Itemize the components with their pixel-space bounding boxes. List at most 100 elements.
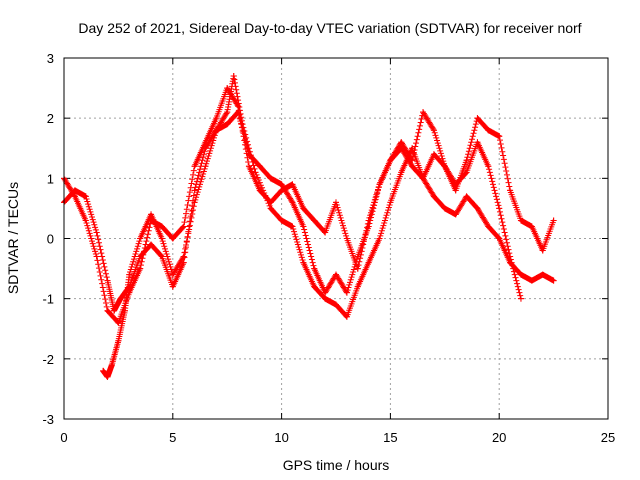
data-point [278,181,285,188]
data-point [213,115,220,122]
data-point [485,223,492,230]
data-point [169,271,176,278]
data-point [507,259,514,266]
data-point [507,187,514,194]
data-point [180,223,187,230]
data-point [137,265,144,272]
y-tick-label: 2 [47,111,54,126]
data-point [104,373,111,380]
data-point [235,103,242,110]
data-point [300,223,307,230]
data-point [528,277,535,284]
data-point [224,109,231,116]
data-point [311,217,318,224]
x-tick-label: 5 [169,430,176,445]
data-point [191,199,198,206]
y-tick-label: -3 [42,412,54,427]
data-point [539,271,546,278]
y-tick-label: 3 [47,51,54,66]
x-axis-label: GPS time / hours [283,457,390,473]
series-satellite-track-2 [61,85,557,326]
data-point [311,283,318,290]
data-point [158,235,165,242]
data-point [169,283,176,290]
data-point [100,367,107,374]
data-point [158,223,165,230]
data-point [278,187,285,194]
data-point [202,139,209,146]
data-point [365,259,372,266]
data-point [474,115,481,122]
data-point [430,127,437,134]
data-point [387,199,394,206]
data-point [452,187,459,194]
data-point [496,235,503,242]
data-point [213,127,220,134]
data-point [398,169,405,176]
y-tick-label: 0 [47,232,54,247]
x-tick-label: 0 [60,430,67,445]
data-point [82,193,89,200]
data-point [256,163,263,170]
data-point [115,337,122,344]
data-point [430,193,437,200]
data-point [267,175,274,182]
data-point [322,229,329,236]
data-point [343,313,350,320]
data-point [239,121,246,128]
data-point [289,223,296,230]
y-tick-label: -1 [42,292,54,307]
data-point [148,241,155,248]
data-point [496,133,503,140]
data-point [539,247,546,254]
grid-layer [64,58,608,419]
data-point [441,205,448,212]
y-tick-label: 1 [47,171,54,186]
ticks-layer: 0 5 10 15 20 25 -3 -2 -1 0 1 2 3 [42,51,615,445]
data-point [387,157,394,164]
data-point [376,235,383,242]
data-point [230,73,237,80]
data-point [169,235,176,242]
data-point [180,253,187,260]
data-points-layer [61,73,557,380]
data-point [463,193,470,200]
data-point [202,163,209,170]
data-point [322,289,329,296]
data-point [300,259,307,266]
data-point [93,253,100,260]
data-point [121,307,128,314]
data-point [252,169,259,176]
data-point [343,289,350,296]
data-point [550,277,557,284]
data-point [333,301,339,308]
x-tick-label: 25 [601,430,615,445]
data-point [517,217,524,224]
data-point [104,277,111,284]
data-point [71,193,78,200]
data-point [398,139,405,146]
data-point [452,211,459,218]
x-tick-label: 15 [383,430,397,445]
data-point [474,205,481,212]
y-tick-label: -2 [42,352,54,367]
data-point [333,271,339,278]
data-point [93,229,100,236]
x-tick-label: 10 [274,430,288,445]
data-point [300,205,307,212]
series-satellite-track-3 [100,73,557,380]
data-point [137,235,144,242]
data-point [108,361,115,368]
chart-title: Day 252 of 2021, Sidereal Day-to-day VTE… [78,20,581,36]
data-point [191,187,198,194]
data-point [430,151,437,158]
data-point [420,175,427,182]
data-point [474,139,481,146]
data-point [126,271,133,278]
data-point [158,253,165,260]
data-point [104,307,111,314]
data-point [311,265,318,272]
data-point [289,199,296,206]
data-point [463,157,470,164]
